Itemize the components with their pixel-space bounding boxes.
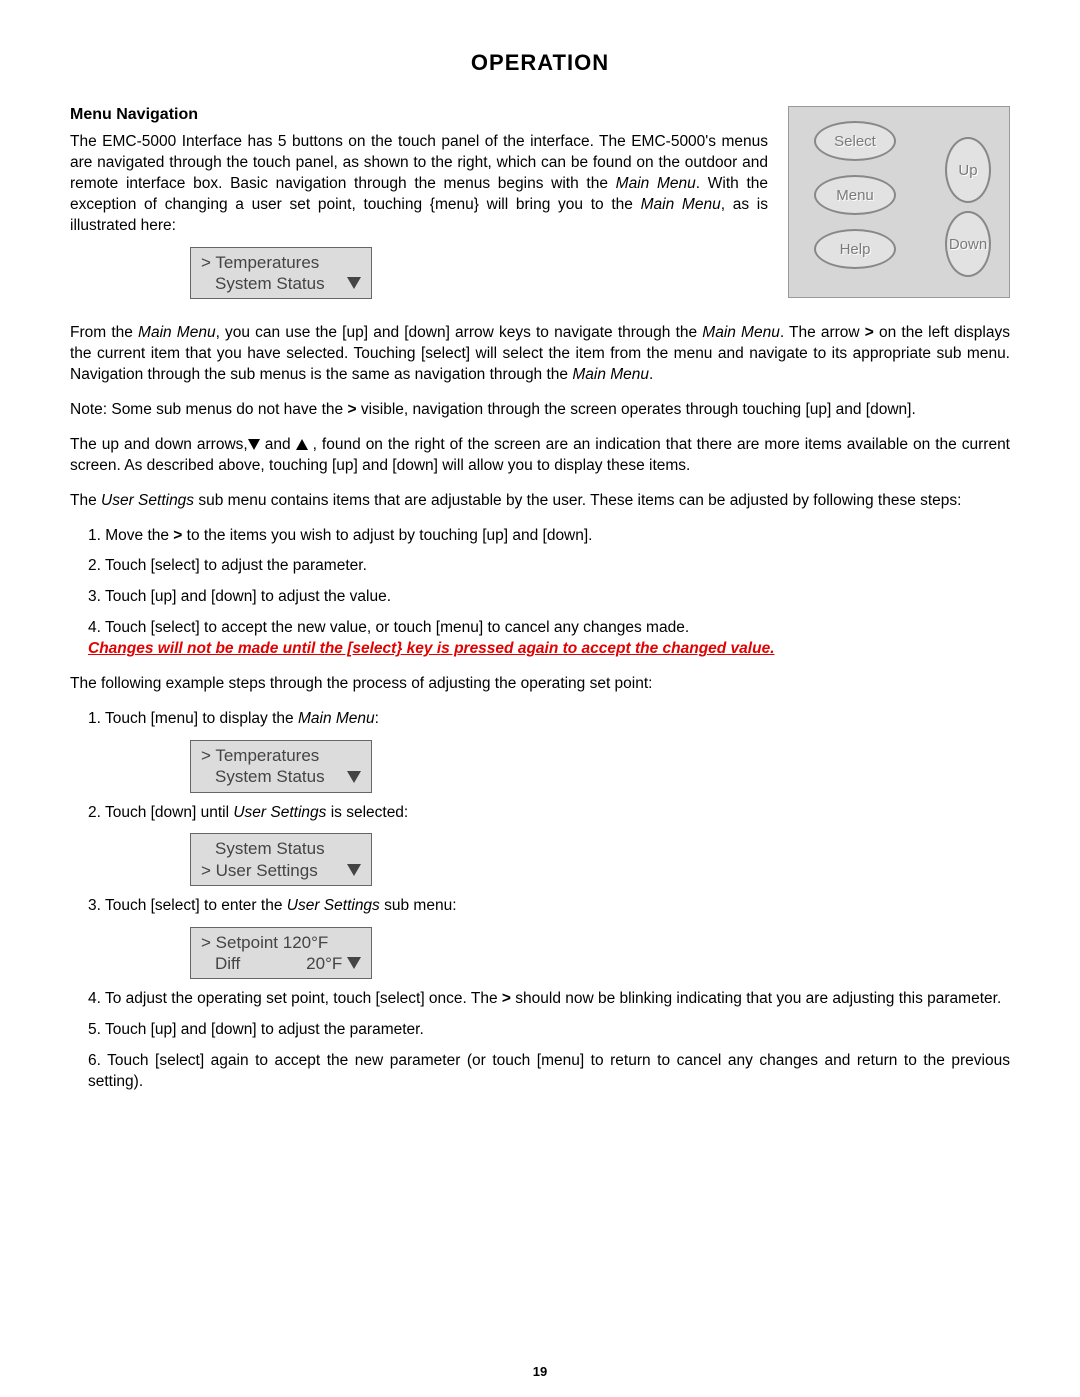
text: 1. Touch [menu] to display the <box>88 710 298 727</box>
text: The <box>70 492 101 509</box>
gt-symbol: > <box>502 990 511 1007</box>
example-4: 4. To adjust the operating set point, to… <box>88 989 1010 1010</box>
text: 1. Move the <box>88 527 173 544</box>
lcd-display-3: System Status > User Settings <box>190 833 372 886</box>
lcd-line: 20°F <box>306 954 342 973</box>
button-panel: Select Menu Help Up Down <box>788 106 1010 298</box>
text: sub menu contains items that are adjusta… <box>194 492 961 509</box>
example-intro: The following example steps through the … <box>70 674 1010 695</box>
text: sub menu: <box>380 897 457 914</box>
lcd-line: Diff <box>201 953 240 974</box>
text: The up and down arrows, <box>70 436 248 453</box>
select-button[interactable]: Select <box>814 121 896 161</box>
arrows-paragraph: The up and down arrows, and , found on t… <box>70 435 1010 477</box>
page-number: 19 <box>0 1364 1080 1379</box>
intro-column: Menu Navigation The EMC-5000 Interface h… <box>70 106 768 309</box>
menu-button[interactable]: Menu <box>814 175 896 215</box>
text: . <box>649 366 653 383</box>
text: visible, navigation through the screen o… <box>357 401 916 418</box>
down-arrow-icon <box>347 864 361 876</box>
lcd-display-1: > Temperatures System Status <box>190 247 372 300</box>
up-button[interactable]: Up <box>945 137 991 203</box>
text: 4. Touch [select] to accept the new valu… <box>88 619 689 636</box>
example-3: 3. Touch [select] to enter the User Sett… <box>88 896 1010 917</box>
lcd-line: > Temperatures <box>201 252 319 273</box>
down-button[interactable]: Down <box>945 211 991 277</box>
gt-symbol: > <box>173 527 182 544</box>
step-3: 3. Touch [up] and [down] to adjust the v… <box>88 587 1010 608</box>
lcd-line: System Status <box>201 273 325 294</box>
intro-paragraph: The EMC-5000 Interface has 5 buttons on … <box>70 132 768 237</box>
page-title: OPERATION <box>70 50 1010 76</box>
step-4: 4. Touch [select] to accept the new valu… <box>88 618 1010 660</box>
text: Note: Some sub menus do not have the <box>70 401 347 418</box>
example-5: 5. Touch [up] and [down] to adjust the p… <box>88 1020 1010 1041</box>
document-page: OPERATION Menu Navigation The EMC-5000 I… <box>0 0 1080 1397</box>
lcd-line: System Status <box>201 838 325 859</box>
down-arrow-icon <box>347 957 361 969</box>
text: 4. To adjust the operating set point, to… <box>88 990 502 1007</box>
text: From the <box>70 324 138 341</box>
user-settings-intro: The User Settings sub menu contains item… <box>70 491 1010 512</box>
help-button[interactable]: Help <box>814 229 896 269</box>
example-6: 6. Touch [select] again to accept the ne… <box>88 1051 1010 1093</box>
lcd-line: > Temperatures <box>201 745 319 766</box>
text: . The arrow <box>780 324 865 341</box>
note-paragraph: Note: Some sub menus do not have the > v… <box>70 400 1010 421</box>
example-1: 1. Touch [menu] to display the Main Menu… <box>88 709 1010 730</box>
down-arrow-icon <box>347 277 361 289</box>
main-menu-ref: Main Menu <box>616 175 696 192</box>
top-row: Menu Navigation The EMC-5000 Interface h… <box>70 106 1010 309</box>
step-2: 2. Touch [select] to adjust the paramete… <box>88 556 1010 577</box>
main-menu-ref: Main Menu <box>702 324 780 341</box>
text: is selected: <box>326 804 408 821</box>
main-menu-ref: Main Menu <box>298 710 375 727</box>
main-menu-ref: Main Menu <box>138 324 216 341</box>
user-settings-ref: User Settings <box>233 804 326 821</box>
paragraph-2: From the Main Menu, you can use the [up]… <box>70 323 1010 386</box>
text: 3. Touch [select] to enter the <box>88 897 287 914</box>
user-settings-ref: User Settings <box>101 492 194 509</box>
gt-symbol: > <box>347 401 356 418</box>
main-menu-ref: Main Menu <box>641 196 721 213</box>
text: , you can use the [up] and [down] arrow … <box>216 324 703 341</box>
text: : <box>375 710 379 727</box>
lcd-line: > Setpoint 120°F <box>201 932 328 953</box>
lcd-line: System Status <box>201 766 325 787</box>
section-header: Menu Navigation <box>70 106 768 124</box>
warning-text: Changes will not be made until the [sele… <box>88 640 775 657</box>
text: should now be blinking indicating that y… <box>511 990 1001 1007</box>
lcd-display-2: > Temperatures System Status <box>190 740 372 793</box>
lcd-display-4: > Setpoint 120°F Diff 20°F <box>190 927 372 980</box>
step-1: 1. Move the > to the items you wish to a… <box>88 526 1010 547</box>
user-settings-ref: User Settings <box>287 897 380 914</box>
down-arrow-icon <box>248 439 260 450</box>
text: and <box>260 436 296 453</box>
down-arrow-icon <box>347 771 361 783</box>
gt-symbol: > <box>865 324 874 341</box>
text: to the items you wish to adjust by touch… <box>182 527 592 544</box>
example-2: 2. Touch [down] until User Settings is s… <box>88 803 1010 824</box>
lcd-line: > User Settings <box>201 860 318 881</box>
main-menu-ref: Main Menu <box>572 366 649 383</box>
text: 2. Touch [down] until <box>88 804 233 821</box>
up-arrow-icon <box>296 439 308 450</box>
